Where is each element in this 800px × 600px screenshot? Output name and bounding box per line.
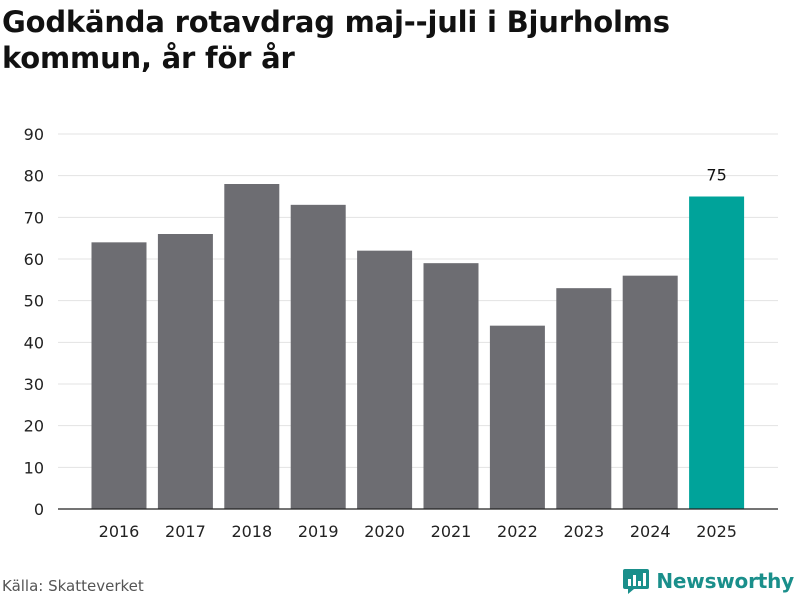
y-tick-label: 60 bbox=[24, 250, 44, 269]
y-tick-label: 30 bbox=[24, 375, 44, 394]
bar-2019 bbox=[290, 204, 346, 510]
y-tick-label: 40 bbox=[24, 333, 44, 352]
x-tick-label: 2023 bbox=[563, 522, 604, 541]
y-tick-label: 0 bbox=[34, 500, 44, 519]
y-tick-label: 10 bbox=[24, 458, 44, 477]
bar-2022 bbox=[489, 325, 545, 509]
x-tick-label: 2022 bbox=[497, 522, 538, 541]
bar-2016 bbox=[91, 242, 147, 510]
x-tick-label: 2021 bbox=[431, 522, 472, 541]
x-axis-ticks: 2016 2017 2018 2019 2020 2021 2022 2023 2024 2025 bbox=[99, 522, 737, 541]
x-tick-label: 2024 bbox=[630, 522, 671, 541]
newsworthy-chart-icon bbox=[623, 569, 650, 594]
y-tick-label: 20 bbox=[24, 417, 44, 436]
y-tick-label: 90 bbox=[24, 125, 44, 144]
bar-2021 bbox=[423, 263, 479, 509]
bar-2023 bbox=[556, 288, 612, 509]
x-tick-label: 2019 bbox=[298, 522, 339, 541]
data-label: 75 bbox=[706, 166, 726, 185]
brand-logo[interactable]: Newsworthy bbox=[622, 568, 794, 594]
y-tick-label: 70 bbox=[24, 208, 44, 227]
chart-title: Godkända rotavdrag maj--juli i Bjurholms… bbox=[2, 5, 670, 75]
x-tick-label: 2017 bbox=[165, 522, 206, 541]
y-tick-label: 50 bbox=[24, 292, 44, 311]
source-note: Källa: Skatteverket bbox=[2, 577, 144, 595]
brand-name: Newsworthy bbox=[656, 569, 794, 593]
bar-2025 bbox=[689, 196, 745, 509]
data-labels: 75 bbox=[706, 166, 726, 185]
y-tick-label: 80 bbox=[24, 167, 44, 186]
bar-2020 bbox=[357, 250, 413, 509]
y-axis-ticks: 0 10 20 30 40 50 60 70 80 90 bbox=[24, 125, 44, 519]
bar-2024 bbox=[622, 275, 678, 509]
x-tick-label: 2025 bbox=[696, 522, 737, 541]
bar-2017 bbox=[157, 234, 213, 509]
x-tick-label: 2016 bbox=[99, 522, 140, 541]
x-tick-label: 2020 bbox=[364, 522, 405, 541]
bar-2018 bbox=[224, 184, 280, 509]
bars bbox=[91, 184, 745, 510]
x-tick-label: 2018 bbox=[231, 522, 272, 541]
